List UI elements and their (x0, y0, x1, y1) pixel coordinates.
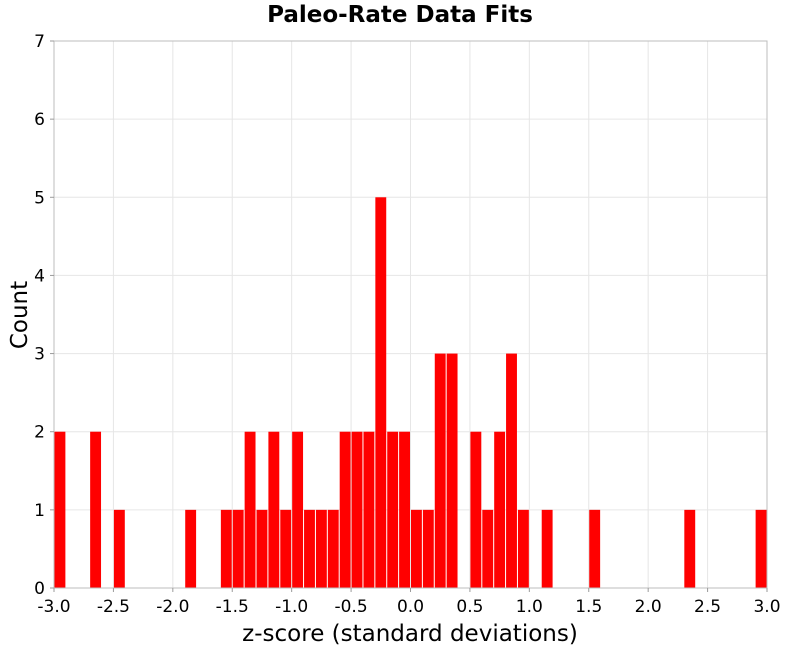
chart-title: Paleo-Rate Data Fits (267, 2, 533, 28)
x-tick-label: -1.5 (216, 597, 249, 617)
histogram-bar (363, 431, 375, 588)
histogram-bar (434, 353, 446, 588)
x-tick-label: -3.0 (37, 597, 70, 617)
x-tick-label: 1.0 (516, 597, 543, 617)
y-tick-label: 3 (34, 345, 45, 365)
y-tick-label: 4 (34, 266, 45, 286)
x-tick-label: 1.5 (575, 597, 602, 617)
histogram-bar (280, 509, 292, 588)
histogram-bar (90, 431, 102, 588)
histogram-bar (755, 509, 767, 588)
x-axis-ticks: -3.0 -2.5 -2.0 -1.5 -1.0 -0.5 0.0 0.5 1.0 1.5 2.0 2… (37, 588, 781, 617)
histogram-bar (351, 431, 363, 588)
histogram-bar (232, 509, 244, 588)
x-axis-label: z-score (standard deviations) (242, 621, 578, 647)
bars (54, 197, 767, 589)
histogram-bar (315, 509, 327, 588)
x-tick-label: 3.0 (753, 597, 780, 617)
histogram-bar (54, 431, 66, 588)
x-tick-label: 2.0 (635, 597, 662, 617)
y-axis-ticks: 0 1 2 3 4 5 6 7 (34, 32, 54, 599)
histogram-bar (541, 509, 553, 588)
histogram-bar (113, 509, 125, 588)
x-tick-label: -2.5 (97, 597, 130, 617)
histogram-bar (506, 353, 517, 588)
y-axis-label: Count (7, 281, 33, 349)
histogram-bar (268, 431, 280, 588)
histogram-bar (375, 197, 387, 589)
histogram-bar (589, 509, 601, 588)
y-tick-label: 5 (34, 188, 45, 208)
x-tick-label: -2.0 (156, 597, 189, 617)
grid-lines (53, 40, 768, 589)
histogram-bar (327, 509, 339, 588)
histogram-bar (470, 431, 482, 588)
y-tick-label: 7 (34, 32, 45, 52)
histogram-bar (256, 509, 268, 588)
histogram-bar (339, 431, 351, 588)
histogram-bar (422, 509, 434, 588)
histogram-bar (304, 509, 315, 588)
histogram-bar (446, 353, 458, 588)
histogram-bar (387, 431, 399, 588)
histogram-bar (399, 431, 410, 588)
histogram-bar (494, 431, 506, 588)
y-tick-label: 2 (34, 423, 45, 443)
histogram-bar (684, 509, 696, 588)
x-tick-label: -1.0 (275, 597, 308, 617)
histogram-bar (244, 431, 256, 588)
x-tick-label: 2.5 (694, 597, 721, 617)
y-tick-label: 6 (34, 110, 45, 130)
histogram-bar (292, 431, 304, 588)
x-tick-label: 0.5 (456, 597, 483, 617)
histogram-bar (220, 509, 232, 588)
y-tick-label: 1 (34, 501, 45, 521)
histogram-bar (517, 509, 529, 588)
histogram-bar (482, 509, 494, 588)
y-tick-label: 0 (34, 579, 45, 599)
x-tick-label: 0.0 (397, 597, 424, 617)
histogram-bar (185, 509, 197, 588)
x-tick-label: -0.5 (334, 597, 367, 617)
histogram-bar (411, 509, 422, 588)
